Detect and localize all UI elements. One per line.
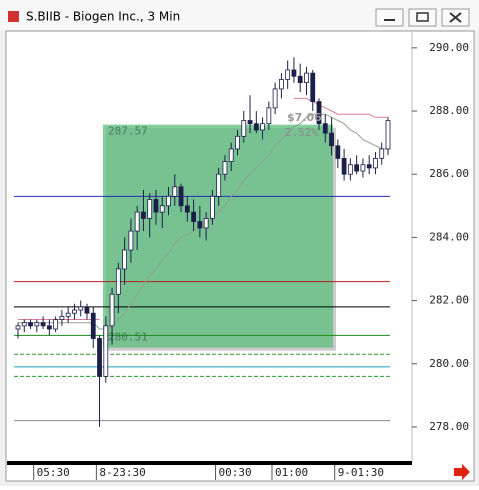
close-button[interactable] bbox=[441, 8, 470, 27]
window-title: S.BIIB - Biogen Inc., 3 Min bbox=[26, 10, 180, 24]
candle-body bbox=[385, 120, 391, 150]
candle-body bbox=[15, 325, 21, 330]
candle-body bbox=[347, 164, 353, 175]
candle-body bbox=[141, 211, 146, 219]
candle-body bbox=[109, 293, 115, 327]
candle-body bbox=[304, 72, 309, 83]
y-tick-label: 290.00 bbox=[429, 41, 469, 54]
box-top-label: 287.57 bbox=[108, 125, 148, 138]
candle-body bbox=[53, 319, 59, 330]
candle-body bbox=[278, 79, 284, 90]
candle-body bbox=[84, 306, 90, 314]
candle-body bbox=[203, 218, 209, 229]
candle-body bbox=[97, 338, 102, 377]
candle-body bbox=[90, 312, 96, 339]
candle-body bbox=[122, 249, 128, 270]
y-tick-label: 282.00 bbox=[429, 294, 469, 307]
candle-body bbox=[103, 325, 109, 377]
app-icon bbox=[8, 11, 19, 22]
maximize-button[interactable] bbox=[408, 8, 437, 27]
x-tick-label: 8-23:30 bbox=[99, 466, 145, 479]
candle-body bbox=[297, 75, 303, 83]
x-tick-label: 01:00 bbox=[275, 466, 308, 479]
candle-body bbox=[329, 132, 334, 147]
scroll-arrow[interactable] bbox=[454, 464, 470, 480]
candle-body bbox=[28, 322, 33, 327]
candle-body bbox=[266, 107, 272, 125]
candle-body bbox=[172, 186, 178, 197]
x-axis-bar bbox=[7, 461, 412, 465]
box-bottom-label: 280.51 bbox=[108, 331, 148, 344]
annotation: 2.52% bbox=[285, 126, 318, 139]
candle-body bbox=[260, 123, 265, 131]
candle-body bbox=[228, 148, 234, 162]
candle-body bbox=[253, 123, 259, 131]
candle-body bbox=[153, 199, 159, 213]
candle-body bbox=[291, 69, 297, 77]
candle-body bbox=[272, 88, 278, 109]
overlay-line bbox=[18, 97, 388, 320]
candle-body bbox=[335, 145, 341, 159]
candle-body bbox=[184, 205, 190, 213]
candle-body bbox=[115, 268, 121, 295]
candle-body bbox=[40, 322, 46, 327]
candle-body bbox=[166, 195, 171, 207]
candle-body bbox=[222, 161, 228, 175]
candle-body bbox=[65, 312, 71, 317]
candle-body bbox=[354, 164, 360, 172]
candle-body bbox=[241, 120, 247, 137]
minimize-button[interactable] bbox=[375, 8, 404, 27]
candle-body bbox=[322, 123, 328, 134]
candle-body bbox=[191, 211, 196, 222]
candle-body bbox=[373, 158, 378, 169]
y-tick-label: 280.00 bbox=[429, 357, 469, 370]
y-tick-label: 278.00 bbox=[429, 420, 469, 433]
candle-body bbox=[178, 186, 184, 207]
candle-body bbox=[310, 72, 316, 102]
candle-body bbox=[216, 173, 222, 197]
candle-body bbox=[360, 164, 366, 172]
candle-body bbox=[159, 205, 165, 213]
overlay-line bbox=[18, 113, 388, 330]
candle-body bbox=[34, 322, 40, 327]
candle-body bbox=[128, 230, 134, 251]
y-tick-label: 288.00 bbox=[429, 104, 469, 117]
candle-body bbox=[379, 148, 385, 159]
candle-body bbox=[366, 164, 372, 169]
candle-body bbox=[21, 322, 27, 327]
candle-body bbox=[341, 158, 347, 175]
x-tick-label: 05:30 bbox=[37, 466, 70, 479]
candle-body bbox=[316, 101, 322, 125]
annotation: $7.06 bbox=[287, 111, 322, 124]
x-tick-label: 00:30 bbox=[219, 466, 252, 479]
candle-body bbox=[78, 306, 84, 311]
candle-body bbox=[210, 195, 215, 219]
candle-body bbox=[235, 135, 240, 150]
candle-body bbox=[197, 221, 203, 229]
candle-body bbox=[59, 315, 65, 320]
candle-body bbox=[147, 199, 153, 219]
candle-body bbox=[46, 325, 52, 330]
y-tick-label: 286.00 bbox=[429, 167, 469, 180]
candle-body bbox=[134, 211, 140, 232]
candle-body bbox=[285, 69, 291, 80]
x-tick-label: 9-01:30 bbox=[338, 466, 384, 479]
range-box bbox=[103, 124, 333, 348]
y-tick-label: 284.00 bbox=[429, 230, 469, 243]
candle-body bbox=[72, 309, 77, 314]
candle-body bbox=[247, 120, 253, 125]
